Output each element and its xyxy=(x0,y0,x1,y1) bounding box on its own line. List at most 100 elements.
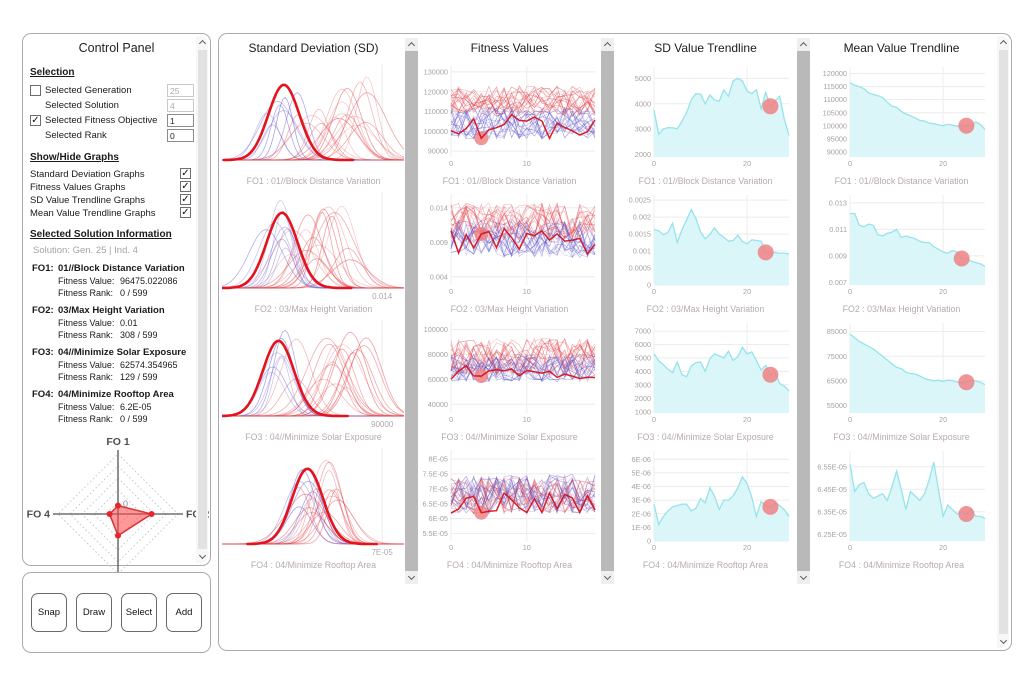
chart-caption: FO2 : 03/Max Height Variation xyxy=(254,304,373,314)
fo-id: FO1: xyxy=(32,263,54,274)
svg-text:110000: 110000 xyxy=(424,107,448,116)
input-selected-generation[interactable] xyxy=(167,84,194,97)
graph-columns: Standard Deviation (SD) FO1 : 01//Block D… xyxy=(220,38,993,584)
column-scrollbar-1[interactable] xyxy=(405,38,418,584)
svg-text:90000: 90000 xyxy=(827,147,847,156)
draw-button[interactable]: Draw xyxy=(76,593,112,632)
standard-deviation-sd-chart-fo2[interactable]: 0.014 FO2 : 03/Max Height Variation xyxy=(220,188,405,316)
scroll-down-arrow[interactable] xyxy=(196,550,208,563)
standard-deviation-sd-chart-fo1[interactable]: FO1 : 01//Block Distance Variation xyxy=(221,60,405,188)
scroll-up-arrow[interactable] xyxy=(405,38,418,51)
selection-row-selected-fitness-objective: ✓ Selected Fitness Objective xyxy=(30,113,194,128)
input-selected-fitness-objective[interactable] xyxy=(167,114,194,127)
fitness-values-chart-fo1[interactable]: 90000 100000 110000 120000 130000 0 10 FO1 : 01… xyxy=(418,60,601,188)
fitness-rank-label: Fitness Rank: xyxy=(58,288,114,298)
sd-value-trendline-chart-fo4[interactable]: 0 1E-06 2E-06 3E-06 4E-06 5E-06 6E-06 0 20 FO4 : … xyxy=(614,444,797,572)
mean-value-trendline-chart-fo4[interactable]: 6.25E-05 6.35E-05 6.45E-05 6.55E-05 0 20 FO4 :… xyxy=(810,444,993,572)
scroll-up-arrow[interactable] xyxy=(601,38,614,51)
scroll-thumb[interactable] xyxy=(405,51,418,571)
svg-text:8E-05: 8E-05 xyxy=(429,455,448,464)
showhide-row-sd-value-trendline-graphs: SD Value Trendline Graphs ✓ xyxy=(30,194,194,207)
scroll-thumb[interactable] xyxy=(601,51,614,571)
add-button[interactable]: Add xyxy=(166,593,202,632)
solution-summary: Solution: Gen. 25 | Ind. 4 xyxy=(33,245,138,256)
scroll-up-arrow[interactable] xyxy=(997,36,1009,49)
selection-rows: Selected Generation Selected Solution ✓ Sel… xyxy=(30,83,194,143)
mean-value-trendline-chart-fo3[interactable]: 55000 65000 75000 85000 0 20 FO3 : 04//Minimiz… xyxy=(810,316,993,444)
svg-text:1E-06: 1E-06 xyxy=(632,523,651,532)
graphs-area: Standard Deviation (SD) FO1 : 01//Block D… xyxy=(218,33,1012,651)
scroll-thumb[interactable] xyxy=(797,51,810,571)
snap-button[interactable]: Snap xyxy=(31,593,67,632)
fitness-value: 6.2E-05 xyxy=(120,402,152,412)
scroll-up-arrow[interactable] xyxy=(797,38,810,51)
checkbox-selected-generation[interactable] xyxy=(30,85,41,96)
svg-text:FO 4: FO 4 xyxy=(27,509,50,521)
fitness-values-chart-fo4[interactable]: 5.5E-05 6E-05 6.5E-05 7E-05 7.5E-05 8E-05 0 10 F… xyxy=(418,444,601,572)
svg-text:0: 0 xyxy=(848,287,852,296)
checkbox-selected-fitness-objective[interactable]: ✓ xyxy=(30,114,41,126)
sd-value-trendline-chart-fo3[interactable]: 1000 2000 3000 4000 5000 6000 7000 0 20 FO3 : 04/… xyxy=(614,316,797,444)
svg-text:20: 20 xyxy=(743,415,751,424)
checkbox-fitness-values-graphs[interactable]: ✓ xyxy=(180,180,191,192)
fo-name: 04/Minimize Rooftop Area xyxy=(58,389,174,400)
scroll-down-arrow[interactable] xyxy=(601,571,614,584)
svg-text:65000: 65000 xyxy=(827,377,847,386)
svg-text:3E-06: 3E-06 xyxy=(632,496,651,505)
fitness-values-chart-fo3[interactable]: 40000 60000 80000 100000 0 10 FO3 : 04//Minimi… xyxy=(418,316,601,444)
svg-text:6.45E-05: 6.45E-05 xyxy=(817,485,847,494)
fo-id: FO3: xyxy=(32,347,54,358)
toolbar: Snap Draw Select Add xyxy=(22,572,211,653)
scroll-thumb[interactable] xyxy=(197,50,207,549)
fitness-rank: 0 / 599 xyxy=(120,288,148,298)
standard-deviation-sd-chart-fo3[interactable]: 90000 FO3 : 04//Minimize Solar Exposure xyxy=(220,316,405,444)
svg-text:2E-06: 2E-06 xyxy=(632,509,651,518)
chart-caption: FO2 : 03/Max Height Variation xyxy=(842,304,961,314)
control-panel-scrollbar[interactable] xyxy=(196,36,208,563)
fitness-rank-label: Fitness Rank: xyxy=(58,414,114,424)
fitness-value-label: Fitness Value: xyxy=(58,318,115,328)
svg-text:0.0005: 0.0005 xyxy=(629,264,651,273)
sd-value-trendline-chart-fo2[interactable]: 0 0.0005 0.001 0.0015 0.002 0.0025 0 20 FO2 : 03… xyxy=(614,188,797,316)
chart-caption: FO1 : 01//Block Distance Variation xyxy=(638,176,773,186)
svg-text:0.007: 0.007 xyxy=(829,278,847,287)
svg-text:0: 0 xyxy=(449,159,453,168)
svg-text:60000: 60000 xyxy=(428,375,448,384)
chart-caption: FO2 : 03/Max Height Variation xyxy=(450,304,569,314)
svg-text:3000: 3000 xyxy=(635,380,651,389)
fitness-value: 62574.354965 xyxy=(120,360,178,370)
scroll-down-arrow[interactable] xyxy=(997,635,1009,648)
column-scrollbar-3[interactable] xyxy=(797,38,810,584)
scroll-down-arrow[interactable] xyxy=(405,571,418,584)
svg-text:4E-06: 4E-06 xyxy=(632,482,651,491)
select-button[interactable]: Select xyxy=(121,593,157,632)
checkbox-mean-value-trendline-graphs[interactable]: ✓ xyxy=(180,206,191,218)
svg-text:0: 0 xyxy=(647,537,651,546)
checkbox-standard-deviation-graphs[interactable]: ✓ xyxy=(180,167,191,179)
column-title-mean-value-trendline: Mean Value Trendline xyxy=(843,41,960,55)
svg-text:0: 0 xyxy=(647,281,651,290)
chart-caption: FO1 : 01//Block Distance Variation xyxy=(834,176,969,186)
sd-value-trendline-chart-fo1[interactable]: 2000 3000 4000 5000 0 20 FO1 : 01//Block Dista… xyxy=(614,60,797,188)
scroll-down-arrow[interactable] xyxy=(797,571,810,584)
input-selected-solution[interactable] xyxy=(167,99,194,112)
svg-text:2000: 2000 xyxy=(635,150,651,159)
svg-text:0: 0 xyxy=(123,499,128,509)
input-selected-rank[interactable] xyxy=(167,129,194,142)
mean-value-trendline-chart-fo1[interactable]: 90000 95000 100000 105000 110000 115000 120000… xyxy=(810,60,993,188)
fitness-values-chart-fo2[interactable]: 0.004 0.009 0.014 0 10 FO2 : 03/Max Height Va… xyxy=(418,188,601,316)
svg-text:115000: 115000 xyxy=(823,82,847,91)
standard-deviation-sd-chart-fo4[interactable]: 7E-05 FO4 : 04/Minimize Rooftop Area xyxy=(221,444,405,572)
graphs-area-scrollbar[interactable] xyxy=(997,36,1009,648)
scroll-up-arrow[interactable] xyxy=(196,36,208,49)
checkbox-sd-value-trendline-graphs[interactable]: ✓ xyxy=(180,193,191,205)
svg-text:10: 10 xyxy=(523,543,531,552)
fo-name: 01//Block Distance Variation xyxy=(58,263,185,274)
objective-info-list: FO1: 01//Block Distance Variation Fitness … xyxy=(30,263,194,424)
mean-value-trendline-chart-fo2[interactable]: 0.007 0.009 0.011 0.013 0 20 FO2 : 03/Max Heig… xyxy=(810,188,993,316)
column-scrollbar-2[interactable] xyxy=(601,38,614,584)
chart-caption: FO2 : 03/Max Height Variation xyxy=(646,304,765,314)
column-fitness-values: Fitness Values 90000 100000 110000 120000 130… xyxy=(418,38,601,584)
scroll-thumb[interactable] xyxy=(998,50,1008,634)
